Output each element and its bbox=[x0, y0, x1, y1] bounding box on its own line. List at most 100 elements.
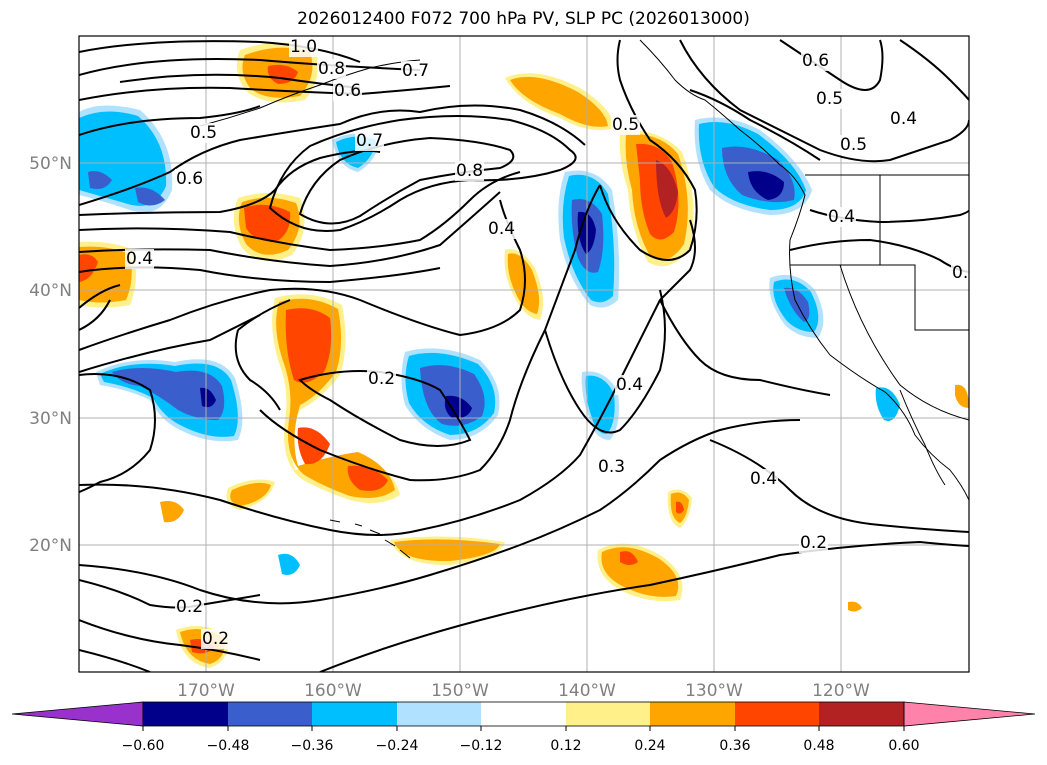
pv-blob bbox=[112, 368, 225, 420]
pv-blob bbox=[200, 387, 216, 408]
pv-blob bbox=[656, 160, 678, 218]
contour-label: 0.4 bbox=[126, 249, 153, 269]
lon-label: 150°W bbox=[431, 681, 489, 701]
colorbar-tick-label: −0.48 bbox=[207, 738, 250, 754]
map-title: 2026012400 F072 700 hPa PV, SLP PC (2026… bbox=[297, 9, 750, 29]
colorbar-bin bbox=[819, 702, 904, 726]
contour-label-halo bbox=[175, 169, 205, 189]
contour-label: 0.2 bbox=[176, 597, 203, 617]
pv-blob bbox=[748, 171, 784, 200]
pv-blob bbox=[285, 308, 332, 383]
contour-label: 0.6 bbox=[176, 169, 203, 189]
contour-label: 0.7 bbox=[402, 61, 429, 81]
contour-label-halo bbox=[799, 533, 829, 553]
contour-label: 0.4 bbox=[890, 109, 917, 129]
pv-blob bbox=[507, 253, 540, 314]
contour-label: 0.5 bbox=[816, 89, 843, 109]
lat-label: 50°N bbox=[29, 154, 72, 174]
contour-label: 0.1 bbox=[952, 263, 979, 283]
contour-label-halo bbox=[839, 135, 869, 155]
colorbar-extend-high bbox=[903, 701, 1036, 727]
colorbar-tick-label: −0.36 bbox=[291, 738, 334, 754]
contour-label-halo bbox=[189, 123, 219, 143]
colorbar-bin bbox=[143, 702, 228, 726]
contour-label-halo bbox=[889, 109, 919, 129]
colorbar-bin bbox=[650, 702, 735, 726]
contour-label-halo bbox=[333, 81, 363, 101]
contour-label: 0.6 bbox=[334, 81, 361, 101]
pv-blob bbox=[955, 384, 969, 408]
contour-label-halo bbox=[597, 457, 627, 477]
lat-label: 20°N bbox=[29, 536, 72, 556]
colorbar: −0.60 −0.48 −0.36 −0.24 −0.12 0.12 0.24 … bbox=[11, 701, 1036, 754]
lon-label: 140°W bbox=[558, 681, 616, 701]
contour-label: 0.5 bbox=[840, 135, 867, 155]
colorbar-tick-label: 0.36 bbox=[719, 738, 750, 754]
pv-blob bbox=[160, 501, 184, 523]
colorbar-bin bbox=[481, 702, 566, 726]
colorbar-tick-label: 0.12 bbox=[550, 738, 581, 754]
contour-label: 0.2 bbox=[368, 369, 395, 389]
contour-label: 0.4 bbox=[616, 375, 643, 395]
coastlines bbox=[199, 39, 969, 559]
pv-blob bbox=[585, 375, 615, 434]
lon-label: 130°W bbox=[685, 681, 743, 701]
contour-label-halo bbox=[487, 219, 517, 239]
colorbar-ticks bbox=[142, 726, 905, 731]
contour-label: 0.6 bbox=[802, 51, 829, 71]
colorbar-tick-label: −0.60 bbox=[122, 738, 165, 754]
pv-blob bbox=[676, 501, 684, 514]
lon-label: 160°W bbox=[304, 681, 362, 701]
contour-label: 0.4 bbox=[828, 207, 855, 227]
contour-label: 0.7 bbox=[356, 131, 383, 151]
pv-blob bbox=[278, 553, 300, 575]
pv-blob bbox=[135, 187, 165, 206]
contour-label-halo bbox=[201, 629, 231, 649]
contour-label: 0.5 bbox=[190, 123, 217, 143]
pv-blob bbox=[230, 482, 271, 506]
colorbar-frame bbox=[142, 701, 905, 727]
colorbar-tick-label: 0.48 bbox=[803, 738, 834, 754]
colorbar-bin bbox=[735, 702, 819, 726]
contour-label-halo bbox=[289, 37, 319, 57]
contour-label-halo bbox=[317, 59, 347, 79]
colorbar-tick-label: 0.24 bbox=[634, 738, 665, 754]
pv-blob bbox=[510, 76, 608, 127]
contour-label-halo bbox=[951, 263, 969, 283]
contour-label-halo bbox=[355, 131, 385, 151]
contour-label: 0.3 bbox=[598, 457, 625, 477]
contour-label-halo bbox=[827, 207, 857, 227]
colorbar-tick-label: −0.12 bbox=[460, 738, 503, 754]
pv-blob bbox=[620, 551, 638, 565]
map-panel bbox=[79, 36, 969, 672]
colorbar-bin bbox=[312, 702, 397, 726]
lon-label: 120°W bbox=[812, 681, 870, 701]
pv-blob bbox=[784, 287, 810, 322]
map-frame bbox=[78, 35, 970, 673]
contour-label: 0.2 bbox=[202, 629, 229, 649]
pv-blob bbox=[347, 465, 388, 491]
contour-label-layer: 1.0 0.8 0.7 0.6 0.5 0.7 0.6 0.4 0.8 0.4 … bbox=[125, 37, 979, 649]
contour-label-halo bbox=[801, 51, 831, 71]
contour-label-halo bbox=[611, 115, 641, 135]
lat-label: 30°N bbox=[29, 409, 72, 429]
pv-blob bbox=[444, 395, 472, 419]
contour-label-halo bbox=[815, 89, 845, 109]
contour-label-halo bbox=[401, 61, 431, 81]
pv-blob bbox=[875, 387, 900, 421]
contour-label: 0.5 bbox=[612, 115, 639, 135]
contour-label-halo bbox=[749, 469, 779, 489]
contour-label: 0.4 bbox=[750, 469, 777, 489]
pv-blob bbox=[79, 254, 98, 282]
latitude-labels: 50°N 40°N 30°N 20°N bbox=[29, 154, 72, 556]
contour-label: 0.8 bbox=[456, 161, 483, 181]
contour-label-halo bbox=[455, 161, 485, 181]
contour-label: 0.2 bbox=[800, 533, 827, 553]
contour-label: 0.8 bbox=[318, 59, 345, 79]
contour-label-halo bbox=[367, 369, 397, 389]
contour-label-halo bbox=[125, 249, 155, 269]
colorbar-extend-low bbox=[11, 701, 144, 727]
colorbar-tick-label: −0.24 bbox=[376, 738, 419, 754]
contour-label-halo bbox=[615, 375, 645, 395]
